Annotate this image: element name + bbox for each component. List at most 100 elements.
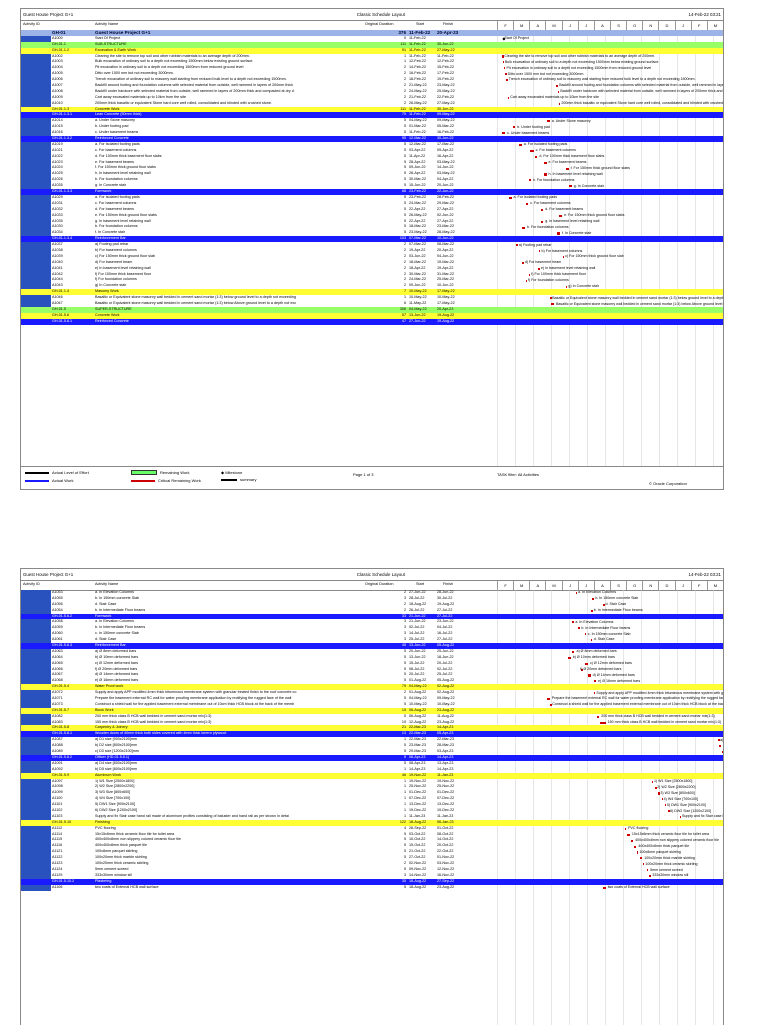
activity-bar[interactable] (718, 739, 720, 742)
activity-bar[interactable] (525, 202, 529, 206)
activity-bar[interactable] (636, 851, 639, 854)
wbs-row[interactable]: GH-01.5.8.1 Wooden doors of 40mm thick bo… (21, 731, 723, 738)
activity-row[interactable]: A1031 c. For basement columns 5 24-Mar-22 29… (21, 201, 723, 207)
activity-row[interactable]: A1073 Construct a shield wall for the app… (21, 702, 723, 708)
activity-bar[interactable] (557, 232, 560, 235)
activity-bar[interactable] (557, 90, 560, 93)
wbs-row[interactable]: GH-01.5.8 Carpentry & Joinery 21 22-Mar-23 1… (21, 725, 723, 732)
activity-row[interactable]: A1068 e) Ø 16mm deformed bars 5 01-Aug-22 05… (21, 678, 723, 684)
activity-row[interactable]: A1024 f. For 150mm thick ground floor sla… (21, 165, 723, 171)
activity-bar[interactable] (642, 863, 645, 866)
wbs-row[interactable]: GH-01.1.3.4 Reinforcement Bar 103 07-Mar-22… (21, 236, 723, 243)
activity-bar[interactable] (603, 603, 605, 606)
activity-row[interactable]: A1088 b) D2 size [800x2100]mm 5 23-Mar-23 28… (21, 743, 723, 749)
activity-bar[interactable] (649, 875, 651, 878)
activity-row[interactable]: A1097 1) W1 Size [2500x1800] 1 19-Nov-22 19-… (21, 779, 723, 785)
activity-row[interactable]: A1121 100x8mm parquet skirting 5 21-Oct-22 2… (21, 849, 723, 855)
activity-bar[interactable] (562, 256, 565, 259)
wbs-row[interactable]: GH-01.5.6.3 Reinforcement Bar 45 13-Jun-22 0… (21, 643, 723, 649)
activity-bar[interactable] (538, 267, 540, 270)
activity-row[interactable]: A1010 200mm thick basaltic or equivalent … (21, 101, 723, 107)
activity-bar[interactable] (585, 662, 588, 665)
activity-row[interactable]: A1063 a) Ø 8mm deformed bars 5 20-Jun-22 25-… (21, 649, 723, 655)
activity-row[interactable]: A1056 d. Stair Case 2 18-Aug-22 19-Aug-22 (21, 602, 723, 608)
activity-bar[interactable] (575, 591, 578, 594)
wbs-row[interactable]: GH-01.1.4 Masonry Work 7 10-May-22 17-May-22 (21, 289, 723, 296)
activity-bar[interactable] (592, 597, 594, 600)
activity-bar[interactable] (513, 126, 516, 129)
activity-row[interactable]: A1091 a) D4 size [800x2100]mm 5 08-Apr-23 13… (21, 761, 723, 767)
activity-row[interactable]: A1015 b. Under footing pad 5 01-Mar-22 05-Ma… (21, 124, 723, 130)
activity-row[interactable]: A1058 a. In Elevation Columns 3 21-Jun-22 23… (21, 619, 723, 625)
activity-bar[interactable] (543, 161, 547, 164)
wbs-row[interactable]: GH-01.5.8.2 Officer (HD-01.5.8.1) 5 08-Apr-… (21, 754, 723, 761)
activity-bar[interactable] (655, 786, 657, 789)
activity-bar[interactable] (556, 84, 558, 88)
activity-bar[interactable] (530, 149, 534, 152)
wbs-row[interactable]: GH-01.1.3.2 Reinforced Concrete 95 12-Mar-2… (21, 136, 723, 142)
activity-row[interactable]: A1004 Pit excavation in ordinary soil to … (21, 65, 723, 71)
activity-row[interactable]: A1053 a. In Elevation Columns 2 27-Jun-22 28… (21, 590, 723, 596)
activity-bar[interactable] (603, 886, 606, 889)
activity-row[interactable]: A1071 Prepare the basement external RC wa… (21, 696, 723, 702)
activity-bar[interactable] (558, 102, 561, 105)
wbs-row[interactable]: GH-01.5.6.1 Reinforced Concrete 47 27-Jun-2… (21, 318, 723, 325)
activity-bar[interactable] (630, 839, 634, 842)
wbs-row[interactable]: GH-01.5.9 Aluminum Work 46 19-Nov-22 11-Jan-… (21, 772, 723, 779)
activity-row[interactable]: A1035 g. In Concrete stair 5 15-Jun-22 20-Ju… (21, 183, 723, 189)
activity-bar[interactable] (640, 857, 643, 860)
activity-row[interactable]: A1100 4) W4 Size [700x100] 1 07-Dec-22 07-De… (21, 796, 723, 802)
activity-bar[interactable] (558, 214, 563, 217)
activity-bar[interactable] (538, 250, 541, 253)
activity-row[interactable]: A1067 d) Ø 14mm deformed bars 5 20-Jul-22 25… (21, 672, 723, 678)
activity-bar[interactable] (540, 220, 544, 223)
activity-row[interactable]: A1003 Bulk excavation of ordinary soil to… (21, 59, 723, 65)
activity-bar[interactable] (525, 279, 528, 282)
activity-bar[interactable] (679, 816, 682, 819)
activity-bar[interactable] (664, 804, 667, 807)
activity-bar[interactable] (624, 827, 627, 830)
activity-row[interactable]: A1040 d) For basement beam 2 18-Mar-22 19-Ma… (21, 260, 723, 266)
activity-bar[interactable] (581, 668, 583, 671)
activity-row[interactable]: A1038 b) For basement columns 2 19-Apr-22 20… (21, 248, 723, 254)
activity-bar[interactable] (633, 845, 637, 848)
activity-row[interactable]: A1000 Start Of Project 0 11-Feb-22 (21, 36, 723, 42)
activity-bar[interactable] (565, 167, 569, 170)
activity-bar[interactable] (547, 120, 550, 123)
activity-row[interactable]: A1089 c) D3 size [1200x2100]mm 5 29-Mar-23 0… (21, 749, 723, 755)
activity-bar[interactable] (627, 833, 630, 836)
activity-bar[interactable] (502, 132, 506, 135)
activity-row[interactable]: A1114 15x15x6mm thick ceramic floor tile … (21, 832, 723, 838)
activity-bar[interactable] (522, 261, 524, 265)
activity-row[interactable]: A1042 f) For 100mm thick basement floor 2 3… (21, 272, 723, 278)
activity-bar[interactable] (502, 55, 504, 58)
wbs-row[interactable]: GH-01.5.10.2 Plastering 35 18-Aug-22 27-Sep-… (21, 878, 723, 885)
activity-bar[interactable] (543, 173, 547, 176)
activity-row[interactable]: A1034 f. In Concrete stair 5 23-May-22 28-Ma… (21, 230, 723, 236)
activity-row[interactable]: A1123 100x20mm thick ceramic skirting 2 02-… (21, 861, 723, 867)
activity-row[interactable]: A1002 Clearing the site to remove top soi… (21, 54, 723, 60)
wbs-row[interactable]: GH-01.5.7 Block Work 15 06-Aug-22 23-Aug-22 (21, 707, 723, 714)
activity-bar[interactable] (547, 698, 550, 701)
activity-row[interactable]: A1055 b. In 150mm concrete Slab 3 28-Jul-22… (21, 596, 723, 602)
activity-bar[interactable] (591, 609, 593, 612)
activity-row[interactable]: A1092 b) D5 size [800x2100]mm 1 14-Apr-23 14… (21, 767, 723, 773)
activity-row[interactable]: A1065 c) Ø 12mm deformed bars 5 15-Jul-22 20… (21, 661, 723, 667)
activity-bar[interactable] (540, 208, 544, 211)
activity-bar[interactable] (578, 627, 580, 630)
activity-row[interactable]: A1025 h. In basement level retaining wall… (21, 171, 723, 177)
activity-bar[interactable] (528, 179, 531, 182)
activity-row[interactable]: A1026 b. For foundation columns 5 30-Mar-22… (21, 177, 723, 183)
activity-bar[interactable] (565, 285, 568, 288)
activity-bar[interactable] (569, 185, 572, 188)
activity-bar[interactable] (572, 621, 574, 624)
activity-row[interactable]: A1064 b) Ø 10mm deformed bars 5 13-Jun-22 18… (21, 655, 723, 661)
activity-row[interactable]: A1008 Backfill under hardcore with select… (21, 89, 723, 95)
activity-bar[interactable] (507, 96, 510, 99)
activity-row[interactable]: A1041 e) In basement level retaining wall… (21, 266, 723, 272)
activity-bar[interactable] (519, 143, 522, 147)
activity-row[interactable]: A1125 333x30mm window sill 3 14-Nov-22 16-No… (21, 873, 723, 879)
activity-row[interactable]: A1116 400x400x8mm thick parquet tile 5 15-O… (21, 843, 723, 849)
activity-row[interactable]: A1006 Trench excavation of ordinary soil … (21, 77, 723, 83)
activity-row[interactable]: A1016 c. Under basement beams 5 11-Feb-22 16… (21, 130, 723, 136)
